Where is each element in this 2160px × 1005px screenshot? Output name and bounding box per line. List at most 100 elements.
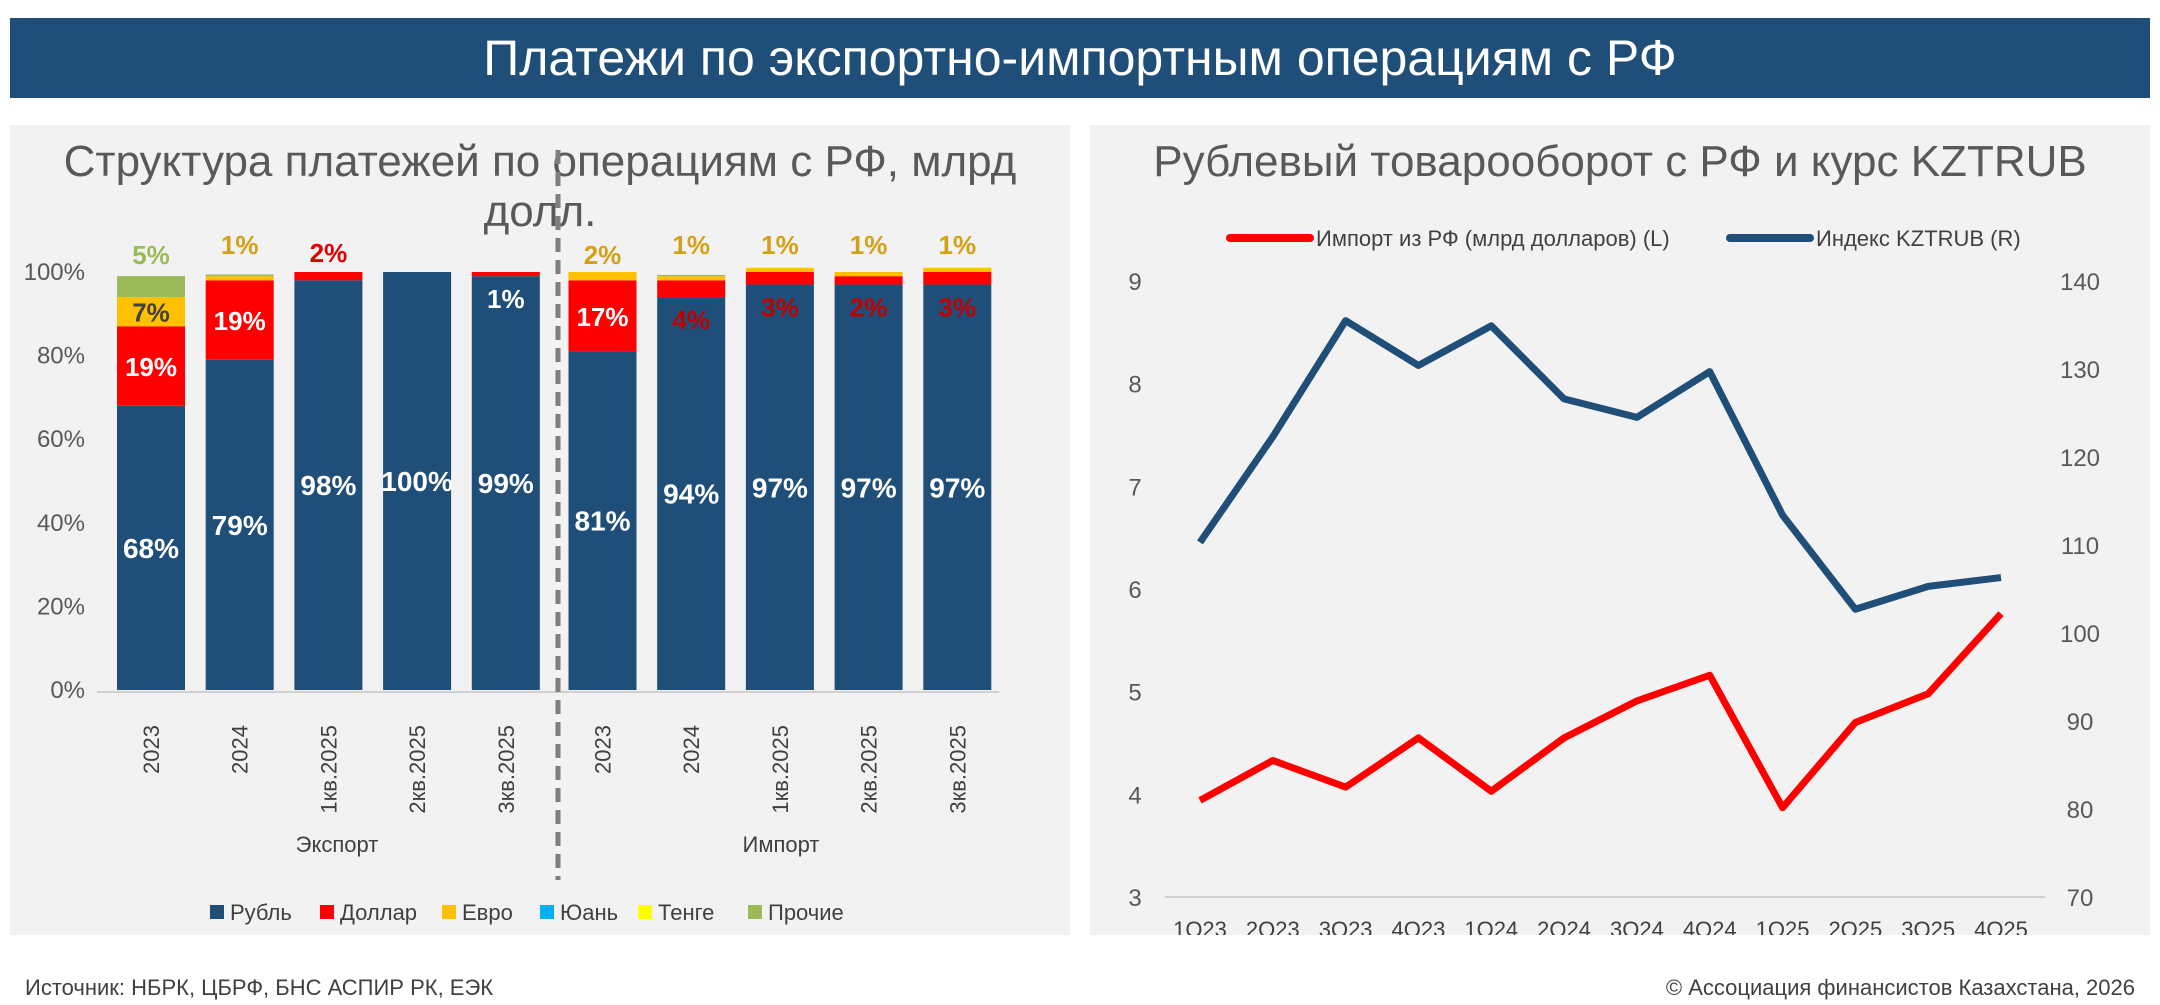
bar-segment-Доллар <box>294 272 363 281</box>
data-label: 98% <box>300 470 356 501</box>
bar-segment-Рубль <box>471 276 540 690</box>
x-tick-label: 2кв.2025 <box>405 725 430 814</box>
data-label: 1% <box>221 230 259 260</box>
data-label: 99% <box>478 468 534 499</box>
bar-segment-Евро <box>568 272 637 281</box>
ruble-trade-panel: Рублевый товарооборот с РФ и курс KZTRUB… <box>1090 125 2150 935</box>
payment-structure-panel: Структура платежей по операциям с РФ, мл… <box>10 125 1070 935</box>
x-tick-label: 2023 <box>591 725 616 774</box>
legend-label: Тенге <box>658 900 714 925</box>
data-label: 68% <box>123 533 179 564</box>
legend-swatch-Юань <box>540 905 554 919</box>
y-tick-label: 60% <box>37 426 85 453</box>
y-right-tick-label: 90 <box>2067 709 2094 736</box>
y-tick-label: 40% <box>37 510 85 537</box>
page-title: Платежи по экспортно-импортным операциям… <box>483 30 1677 86</box>
x-tick-label: 2023 <box>139 725 164 774</box>
data-label: 2% <box>850 293 888 323</box>
y-right-tick-label: 140 <box>2060 269 2100 296</box>
x-tick-label: 1Q23 <box>1173 917 1227 935</box>
y-left-tick-label: 3 <box>1128 885 1141 912</box>
data-label: 1% <box>672 230 710 260</box>
y-tick-label: 80% <box>37 343 85 370</box>
x-tick-label: 3Q23 <box>1319 917 1373 935</box>
y-tick-label: 100% <box>24 259 85 286</box>
x-tick-label: 1кв.2025 <box>316 725 341 814</box>
bar-segment-Доллар <box>471 272 540 277</box>
y-left-tick-label: 6 <box>1128 577 1141 604</box>
source-note: Источник: НБРК, ЦБРФ, БНС АСПИР РК, ЕЭК <box>25 975 494 1000</box>
bar-segment-Евро <box>657 276 726 281</box>
bar-segment-Евро <box>117 297 185 327</box>
y-right-tick-label: 120 <box>2060 445 2100 472</box>
x-tick-label: 4Q23 <box>1392 917 1446 935</box>
data-label: 1% <box>939 230 977 260</box>
bar-segment-Доллар <box>745 272 814 285</box>
data-label: 1% <box>850 230 888 260</box>
legend-label: Прочие <box>768 900 844 925</box>
data-label: 4% <box>672 305 710 335</box>
y-tick-label: 20% <box>37 593 85 620</box>
legend-swatch-Доллар <box>320 905 334 919</box>
ruble-trade-chart: 3 4 5 6 7 8 9 70 80 90 100 110 120 130 140 1Q23 2Q23 3Q23… <box>1128 226 2100 935</box>
bar-segment-Доллар <box>923 272 992 285</box>
chart-title: Структура платежей по операциям с РФ, мл… <box>63 137 1017 236</box>
data-label: 81% <box>574 506 630 537</box>
bar-segment-Прочие <box>205 274 274 277</box>
copyright: © Ассоциация финансистов Казахстана, 202… <box>1665 975 2135 1000</box>
bar-segment-Прочие <box>117 276 185 298</box>
x-tick-label: 3кв.2025 <box>945 725 970 814</box>
data-label: 94% <box>663 479 719 510</box>
legend-swatch-Прочие <box>748 905 762 919</box>
x-tick-label: 2Q25 <box>1828 917 1882 935</box>
bar-segment-Доллар <box>657 280 726 298</box>
y-right-tick-label: 80 <box>2067 797 2094 824</box>
bar-segment-Рубль <box>383 272 452 690</box>
data-label: 19% <box>125 352 177 382</box>
y-right-tick-label: 110 <box>2061 533 2099 560</box>
x-tick-label: 3Q24 <box>1610 917 1664 935</box>
bar-segment-Евро <box>205 276 274 281</box>
data-label: 7% <box>132 298 170 328</box>
bar-segment-Рубль <box>657 297 726 690</box>
x-tick-label: 3Q25 <box>1901 917 1955 935</box>
legend-label: Доллар <box>340 900 417 925</box>
group-label: Экспорт <box>296 832 379 857</box>
page-title-banner: Платежи по экспортно-импортным операциям… <box>10 18 2150 98</box>
data-label: 2% <box>584 240 622 270</box>
legend-label: Индекс KZTRUB (R) <box>1816 226 2021 251</box>
bar-segment-Евро <box>834 272 903 277</box>
legend-label: Рубль <box>230 900 292 925</box>
legend-swatch-Тенге <box>638 905 652 919</box>
bar-segment-Рубль <box>568 351 637 690</box>
data-label: 2% <box>310 238 348 268</box>
data-label: 19% <box>214 306 266 336</box>
legend-swatch-Рубль <box>210 905 224 919</box>
bar-segment-Рубль <box>834 284 903 690</box>
x-tick-label: 4Q25 <box>1974 917 2028 935</box>
y-tick-label: 0% <box>50 677 85 704</box>
legend-label: Евро <box>462 900 513 925</box>
y-right-tick-label: 100 <box>2060 621 2100 648</box>
y-left-tick-label: 4 <box>1128 782 1141 809</box>
data-label: 97% <box>929 472 985 503</box>
x-tick-label: 4Q24 <box>1683 917 1737 935</box>
series-line-kztrub <box>1197 317 2002 613</box>
group-label: Импорт <box>743 832 820 857</box>
x-tick-label: 1Q25 <box>1756 917 1810 935</box>
bar-segment-Доллар <box>117 326 185 406</box>
data-label: 17% <box>576 302 628 332</box>
y-left-tick-label: 7 <box>1128 474 1141 501</box>
data-label: 3% <box>761 293 799 323</box>
chart-title: Рублевый товарооборот с РФ и курс KZTRUB <box>1153 137 2087 186</box>
y-right-tick-label: 130 <box>2060 357 2100 384</box>
bar-segment-Рубль <box>745 284 814 690</box>
bar-segment-Евро <box>745 267 814 272</box>
legend-label: Юань <box>560 900 618 925</box>
x-tick-label: 2кв.2025 <box>857 725 882 814</box>
bar-segment-Рубль <box>205 359 274 690</box>
legend-swatch-Евро <box>442 905 456 919</box>
x-tick-label: 1кв.2025 <box>768 725 793 814</box>
y-left-tick-label: 9 <box>1128 269 1141 296</box>
bar-segment-Прочие <box>657 274 726 277</box>
